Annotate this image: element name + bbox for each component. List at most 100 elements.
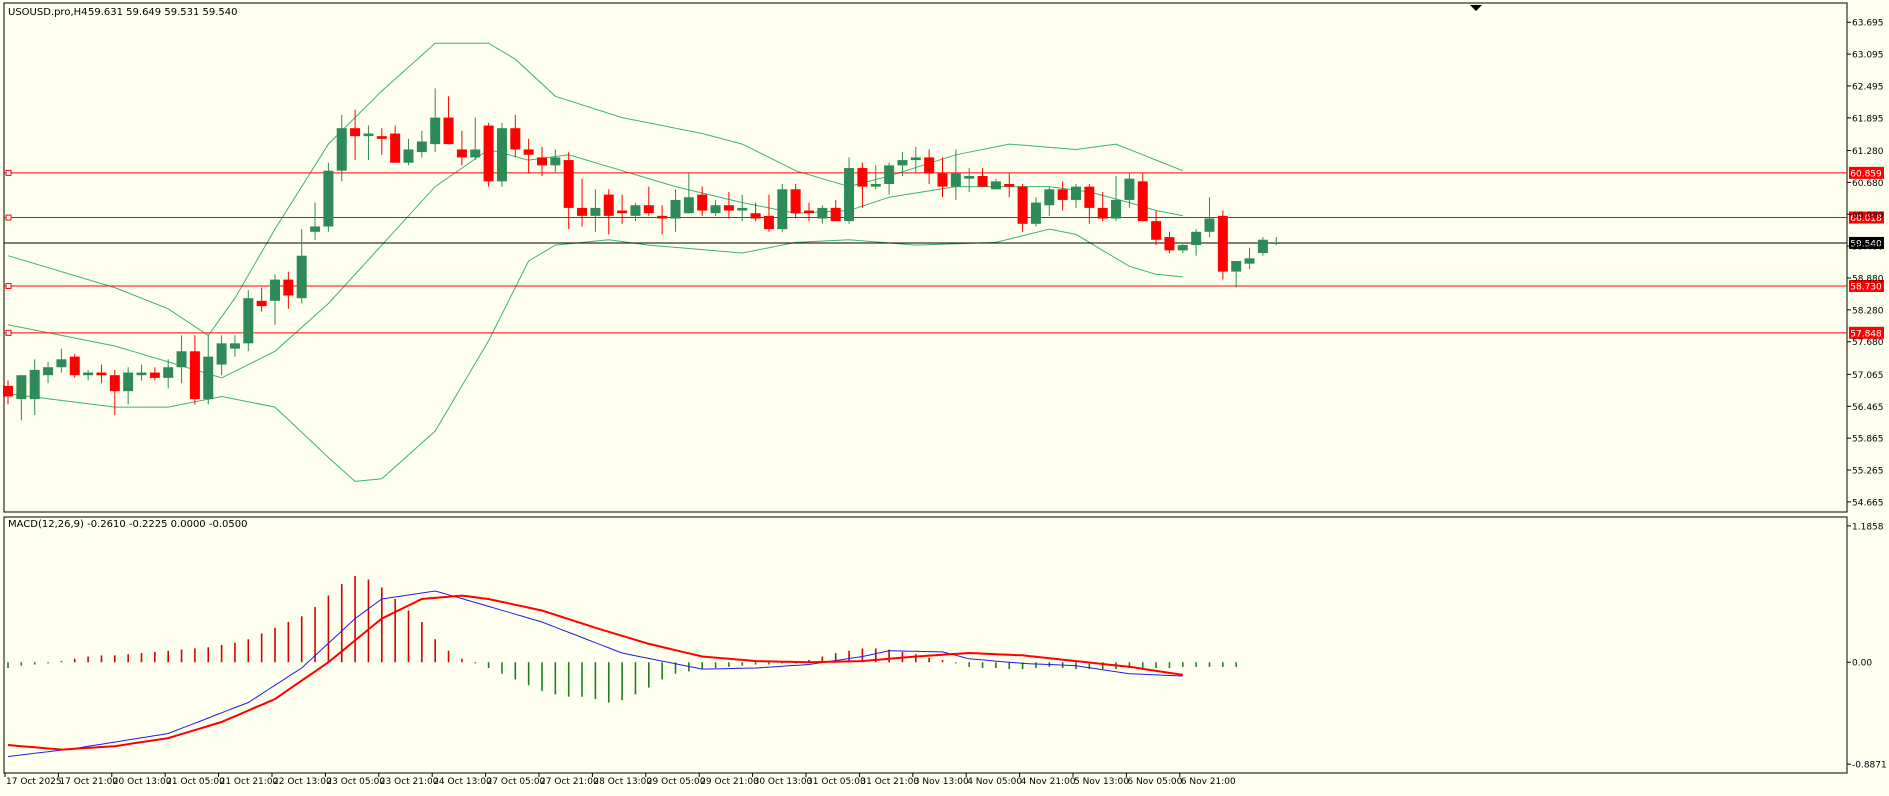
candle — [1137, 173, 1148, 222]
candle — [563, 152, 574, 230]
candle — [750, 202, 761, 222]
candle — [336, 114, 347, 182]
macd-tick-label: 0.00 — [1852, 659, 1872, 669]
candle-body — [790, 189, 801, 214]
candle-body — [403, 149, 414, 163]
price-axis: 63.695 63.095 62.495 61.895 61.280 60.680 60.0… — [1847, 19, 1887, 771]
candle-body — [483, 125, 494, 182]
time-tick-label: 17 Oct 2025 — [6, 777, 62, 787]
candle-body — [523, 149, 534, 155]
time-tick-label: 20 Oct 13:00 — [113, 777, 172, 787]
candle — [1111, 176, 1122, 222]
candle — [56, 348, 67, 373]
candle-body — [1164, 237, 1175, 251]
candle — [537, 146, 547, 177]
candle-body — [16, 375, 27, 400]
candle — [937, 157, 948, 198]
candle — [416, 130, 427, 158]
candle-body — [924, 157, 935, 174]
candle — [176, 335, 187, 384]
candle-body — [1057, 189, 1068, 200]
price-tick-label: 59.480 — [1852, 243, 1884, 253]
candle — [964, 168, 975, 192]
candle-body — [710, 205, 721, 214]
candle — [310, 202, 321, 240]
candle-body — [1271, 242, 1282, 245]
candle — [1271, 237, 1282, 246]
candle-body — [83, 372, 94, 376]
candle — [203, 335, 214, 405]
candle-body — [123, 372, 134, 392]
candle — [523, 138, 534, 174]
candle — [924, 149, 935, 184]
candle-body — [149, 372, 160, 378]
candle-body — [1111, 199, 1122, 219]
candle-body — [964, 176, 975, 179]
candle — [123, 367, 134, 405]
candle-body — [750, 213, 761, 219]
hline-price-tag-57.848 — [1849, 326, 1884, 339]
time-tick-label: 27 Oct 21:00 — [540, 777, 599, 787]
time-tick-label: 4 Nov 05:00 — [967, 777, 1022, 787]
candle-body — [1177, 245, 1188, 251]
candle — [977, 168, 988, 187]
price-tick-label: 61.280 — [1852, 147, 1884, 157]
candle-body — [443, 117, 454, 145]
candle-body — [1124, 178, 1135, 200]
candle-body — [1231, 261, 1242, 272]
hline-anchor-57.848[interactable] — [5, 329, 12, 336]
candle — [1017, 183, 1028, 232]
candle — [283, 271, 294, 309]
candle — [630, 202, 641, 222]
candle-body — [56, 359, 67, 368]
candle — [229, 335, 240, 357]
hline-anchor-58.730[interactable] — [5, 282, 12, 289]
bollinger-middle-line — [7, 148, 1183, 379]
candle — [617, 194, 628, 224]
macd-indicator — [7, 576, 1237, 757]
candle-body — [96, 372, 107, 376]
candle-body — [376, 136, 387, 139]
candle — [897, 152, 908, 177]
candle — [96, 364, 107, 384]
candle-body — [176, 351, 187, 368]
candle-body — [1257, 239, 1268, 254]
candle-body — [723, 205, 734, 211]
candle-body — [870, 183, 881, 187]
candles — [3, 88, 1282, 421]
candle — [456, 130, 467, 166]
ohlc-readout: 59.631 59.649 59.531 59.540 — [88, 7, 238, 18]
candle-body — [29, 369, 40, 400]
candle — [1231, 261, 1242, 288]
candle-body — [937, 173, 948, 187]
candle-body — [830, 207, 841, 222]
candle — [1071, 183, 1081, 208]
candle — [657, 205, 668, 235]
candle — [470, 117, 481, 161]
candle — [350, 109, 361, 161]
candle-body — [1044, 189, 1055, 206]
hline-anchor-60.859[interactable] — [5, 169, 12, 176]
candle-body — [283, 279, 294, 296]
price-tick-label: 60.080 — [1852, 211, 1884, 221]
candle-body — [229, 343, 240, 349]
candle — [884, 162, 895, 195]
hline-anchor-60.018[interactable] — [5, 214, 12, 221]
candle-body — [1191, 231, 1202, 246]
candle-body — [617, 210, 628, 214]
candle — [189, 335, 200, 405]
candle-body — [136, 372, 147, 376]
time-tick-label: 24 Oct 13:00 — [433, 777, 492, 787]
candle-body — [323, 170, 334, 227]
price-tick-label: 63.695 — [1852, 19, 1884, 29]
candle — [1217, 210, 1228, 280]
candle-body — [470, 149, 481, 158]
candle-body — [163, 367, 174, 378]
chart-shift-marker-icon[interactable] — [1470, 5, 1482, 11]
candle — [763, 194, 774, 232]
candle-body — [350, 128, 361, 137]
horizontal-lines[interactable]: 60.859 60.018 58.730 57.848 59.540 — [4, 166, 1884, 339]
